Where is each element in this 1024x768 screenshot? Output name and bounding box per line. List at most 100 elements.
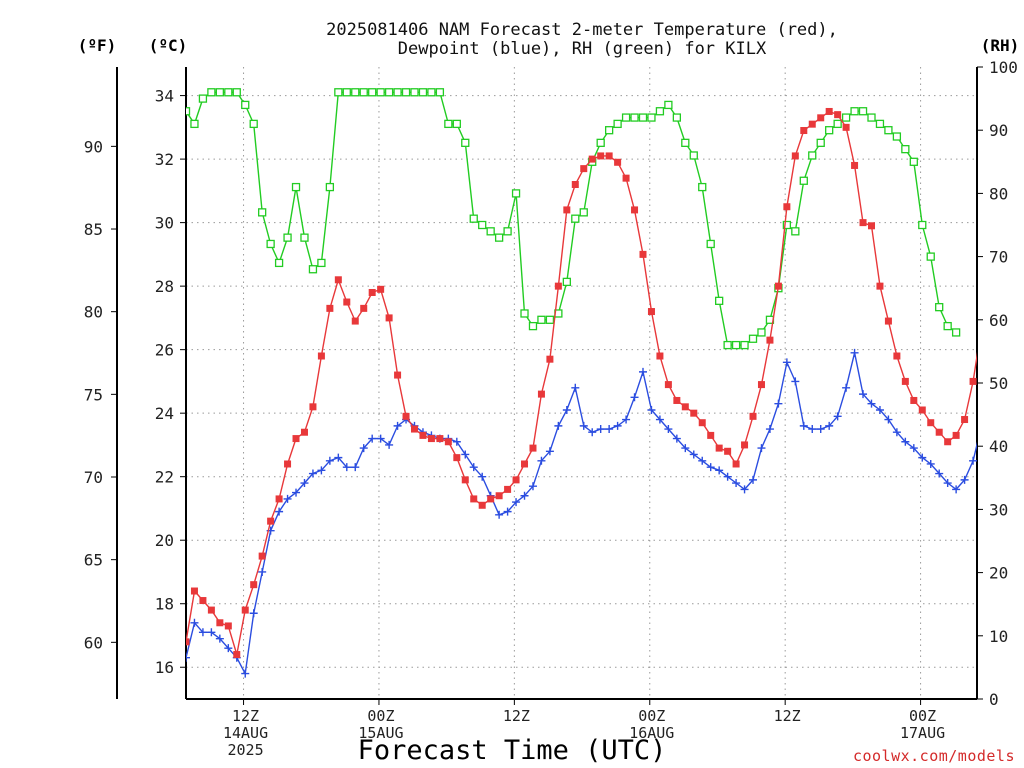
rh-series-point [190,119,199,129]
dewpoint-series-point [943,479,952,488]
rh-series-line [186,91,957,346]
dewpoint-series-point [461,450,470,459]
temperature-series-point [757,381,765,389]
rh-series-point [376,88,385,97]
temperature-series-point [267,517,275,525]
dewpoint-series-point [960,475,969,484]
rh-series-point [317,258,326,268]
dewpoint-series-point [571,383,580,392]
temperature-series-point [639,250,647,258]
temperature-series-point [842,123,850,131]
rh-series-point [901,145,910,154]
dewpoint-series-point [926,459,935,468]
temperature-series-point [207,606,215,614]
temperature-series-point [495,492,503,500]
rh-series-point [215,88,225,97]
time-tick-label: 12Z [232,707,259,725]
dewpoint-series-point [816,425,825,434]
fahrenheit-tick-label: 85 [84,220,103,239]
temperature-series-point [334,276,342,284]
temperature-series-point [461,476,469,484]
rh-series-point [537,315,546,324]
dewpoint-series-group [186,348,1019,678]
temperature-series-point [614,158,622,166]
grid-lines [186,67,977,699]
temperature-series-point [851,161,859,169]
fahrenheit-axis-unit: (ºF) [78,36,117,55]
rh-series-point [571,214,580,223]
rh-series-point [266,239,275,249]
rh-tick-label: 80 [989,184,1008,203]
temperature-series-point [901,377,909,385]
rh-series-point [918,220,927,230]
rh-series-point [308,265,318,274]
chart-title-line-1: 2025081406 NAM Forecast 2-meter Temperat… [326,20,838,40]
dewpoint-series-point [385,440,394,449]
rh-tick-label: 50 [989,374,1008,393]
temperature-series-point [241,606,249,614]
temperature-series-point [410,425,418,433]
dewpoint-series-point [613,421,622,430]
rh-series-point [630,113,639,122]
dewpoint-series-point [554,421,563,430]
temperature-series-point [309,403,317,411]
dewpoint-series-point [503,507,512,516]
dewpoint-series-point [859,390,868,399]
rh-series-point [291,182,301,192]
rh-series-point [283,233,292,242]
temperature-series-point [563,206,571,214]
rh-tick-label: 60 [989,311,1008,330]
temperature-series-point [360,304,368,312]
time-tick-label: 15AUG [358,724,403,742]
temperature-series-point [927,419,935,427]
dewpoint-series-point [198,628,207,637]
rh-series-point [249,119,258,129]
rh-series-point [274,258,284,268]
dewpoint-series-point [978,422,986,430]
dewpoint-series-point [935,469,944,478]
temperature-series-point [766,336,774,344]
dewpoint-series-point [393,421,402,430]
dewpoint-series-point [520,491,529,500]
temperature-series-point [351,317,359,325]
rh-series-point [334,88,343,97]
rh-series-point [478,220,487,230]
dewpoint-series-point [292,488,301,497]
temperature-series-point [478,501,486,509]
rh-series-point [926,252,935,261]
celsius-tick-label: 16 [155,658,174,677]
dewpoint-series-point [351,463,360,472]
temperature-series-point [326,304,334,312]
dewpoint-series-point [342,463,351,472]
temperature-series-point [1003,162,1010,169]
rh-series-point [698,182,707,192]
rh-axis-unit: (RH) [981,36,1020,55]
time-tick-label: 14AUG [223,724,268,742]
dewpoint-series-point [359,444,368,453]
dewpoint-series-point [325,456,334,465]
temperature-series-point [893,352,901,360]
rh-series-point [909,157,918,166]
rh-series-point [511,189,521,198]
celsius-axis-unit: (ºC) [149,36,188,55]
dewpoint-series-point [986,406,994,414]
temperature-series-point [952,431,960,439]
temperature-series-point [647,308,655,316]
dewpoint-series-point [884,415,893,424]
dewpoint-series-point [258,567,267,576]
temperature-series-point [749,412,757,420]
dewpoint-series-point [622,415,631,424]
chart-title-line-2: Dewpoint (blue), RH (green) for KILX [398,39,767,59]
temperature-series-point [631,206,639,214]
celsius-tick-label: 30 [155,214,174,233]
temperature-series-point [732,460,740,468]
rh-series-point [418,88,428,97]
rh-series-point [681,138,690,147]
rh-series-point [706,239,715,249]
fahrenheit-tick-label: 75 [84,385,103,404]
temperature-series-point [707,431,715,439]
rh-series-point [579,208,588,217]
dewpoint-series-point [537,456,546,465]
dewpoint-series-point [283,494,292,503]
dewpoint-series-point [1011,416,1019,424]
